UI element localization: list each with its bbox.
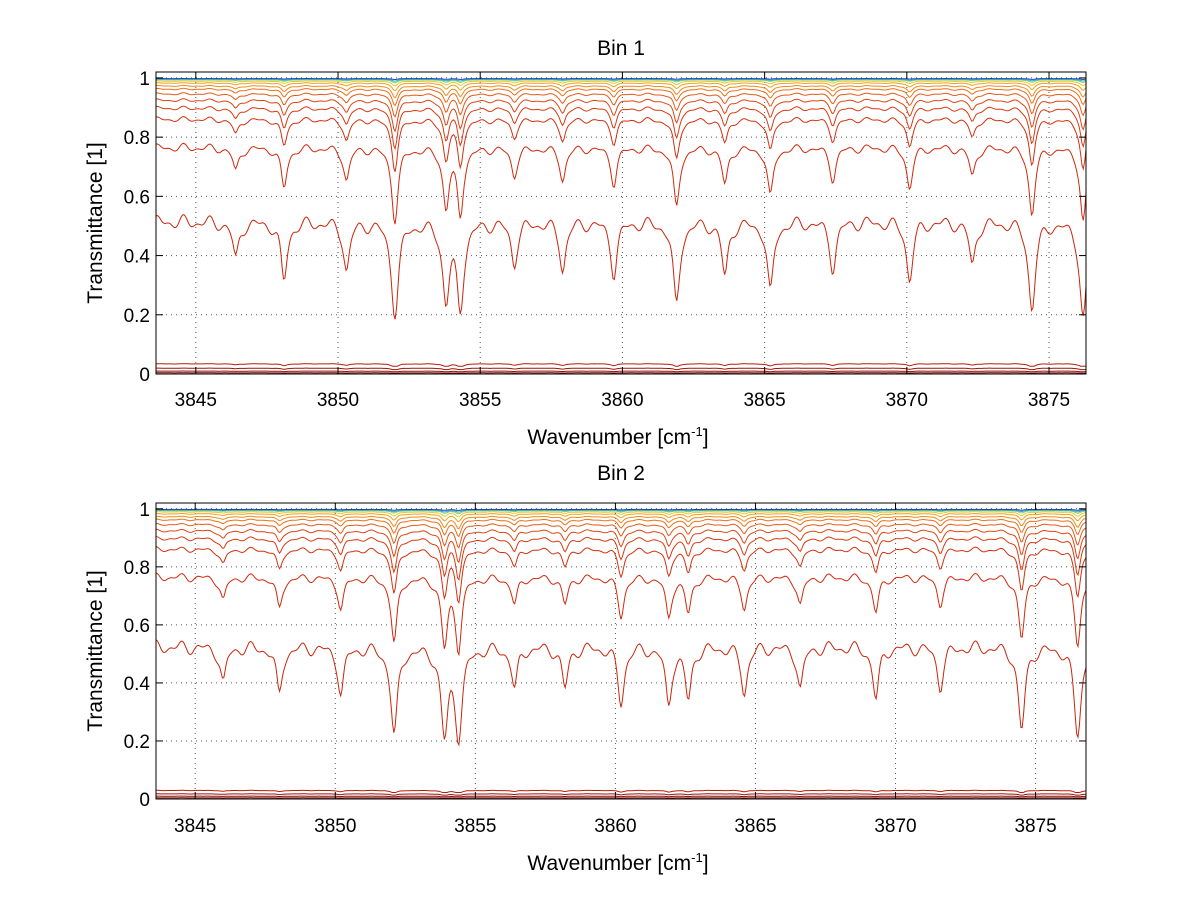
axes-box (155, 71, 1087, 375)
y-tick-label: 0 (139, 790, 150, 811)
y-tick-label: 0.4 (124, 247, 151, 268)
series-line-path-2 (156, 509, 1087, 513)
series-line-path-8 (155, 522, 1087, 549)
y-tick-label: 0.2 (124, 732, 150, 753)
y-tick-label: 0 (139, 365, 150, 386)
series-line-path-6 (155, 515, 1087, 530)
x-tick-label: 3860 (594, 816, 636, 837)
series-line-path-5 (156, 512, 1087, 523)
series-line-path-3 (156, 79, 1087, 84)
y-tick-labels: 0 0.2 0.4 0.6 0.8 1 (124, 500, 151, 811)
y-tick-label: 0.4 (124, 674, 151, 695)
plot-title: Bin 1 (597, 37, 645, 60)
x-tick-label: 3845 (175, 390, 217, 411)
x-tick-label: 3855 (459, 390, 501, 411)
x-axis-title-suffix: ] (703, 426, 709, 449)
x-tick-label: 3875 (1028, 390, 1070, 411)
series-line-path-4 (156, 511, 1087, 518)
x-axis-title: Wavenumber [cm-1] (527, 850, 708, 875)
series-line-path-15 (156, 367, 1087, 371)
x-axis-title-text: Wavenumber [cm (527, 426, 691, 449)
y-tick-label: 0.2 (124, 306, 150, 327)
x-axis-title: Wavenumber [cm-1] (527, 424, 708, 449)
x-axis-title-text: Wavenumber [cm (527, 852, 691, 875)
series-line-path-7 (155, 518, 1087, 538)
ticks (156, 72, 1086, 375)
series-line-path-13 (155, 214, 1087, 320)
series-line-path-2 (156, 78, 1087, 82)
series-line-path-12 (155, 572, 1087, 657)
series-group (155, 77, 1087, 374)
plot-title: Bin 2 (597, 462, 645, 485)
x-tick-labels: 3845 3850 3855 3860 3865 3870 3875 (174, 816, 1057, 837)
series-line-path-5 (155, 82, 1087, 92)
y-tick-labels: 0 0.2 0.4 0.6 0.8 1 (124, 69, 151, 386)
ticks (156, 503, 1086, 800)
series-line-path-1 (156, 508, 1086, 511)
series-line-path-4 (156, 80, 1087, 87)
x-tick-label: 3855 (454, 816, 496, 837)
series-group (155, 508, 1087, 799)
y-axis-title: Transmittance [1] (84, 570, 107, 731)
y-tick-label: 0.8 (124, 128, 150, 149)
y-tick-label: 0.6 (124, 616, 150, 637)
x-tick-label: 3860 (601, 390, 643, 411)
series-line-path-9 (155, 528, 1087, 564)
series-line-path-11 (155, 546, 1087, 605)
series-line-path-14 (156, 363, 1087, 367)
series-line-path-15 (156, 793, 1086, 796)
x-axis-title-suffix: ] (703, 852, 709, 875)
series-line-path-13 (155, 639, 1087, 747)
x-tick-labels: 3845 3850 3855 3860 3865 3870 3875 (175, 390, 1070, 411)
x-axis-title-sup: -1 (691, 424, 703, 439)
series-line-path-9 (155, 98, 1087, 133)
series-line-path-7 (155, 87, 1087, 107)
plot-area (156, 72, 1086, 374)
y-tick-label: 0.8 (124, 558, 150, 579)
series-line-path-8 (155, 92, 1087, 118)
x-tick-label: 3850 (314, 816, 356, 837)
x-tick-label: 3845 (174, 816, 216, 837)
x-tick-label: 3865 (734, 816, 776, 837)
series-line-path-10 (155, 105, 1087, 151)
x-tick-label: 3870 (886, 390, 928, 411)
x-tick-label: 3870 (874, 816, 916, 837)
subplot-1: Bin 1 0 0.2 0.4 0.6 0.8 1 3845 3850 3855… (84, 37, 1087, 449)
y-tick-label: 0.6 (124, 187, 150, 208)
series-line-path-6 (155, 84, 1087, 99)
x-axis-title-sup: -1 (691, 850, 703, 865)
y-tick-label: 1 (139, 69, 150, 90)
series-line-path-10 (155, 536, 1087, 581)
series-line-path-16 (156, 795, 1087, 798)
x-tick-label: 3850 (317, 390, 359, 411)
series-line-path-14 (156, 789, 1087, 793)
y-tick-label: 1 (139, 500, 150, 521)
y-axis-title: Transmittance [1] (84, 142, 107, 303)
series-line-path-1 (156, 77, 1087, 81)
series-line-path-11 (155, 116, 1087, 172)
axes-box (155, 502, 1087, 800)
series-line-path-12 (155, 142, 1087, 225)
subplot-2: Bin 2 0 0.2 0.4 0.6 0.8 1 3845 3850 3855… (84, 462, 1087, 875)
series-line-path-3 (156, 510, 1087, 515)
x-tick-label: 3875 (1014, 816, 1056, 837)
series-line-path-16 (155, 370, 1087, 373)
x-tick-label: 3865 (743, 390, 785, 411)
